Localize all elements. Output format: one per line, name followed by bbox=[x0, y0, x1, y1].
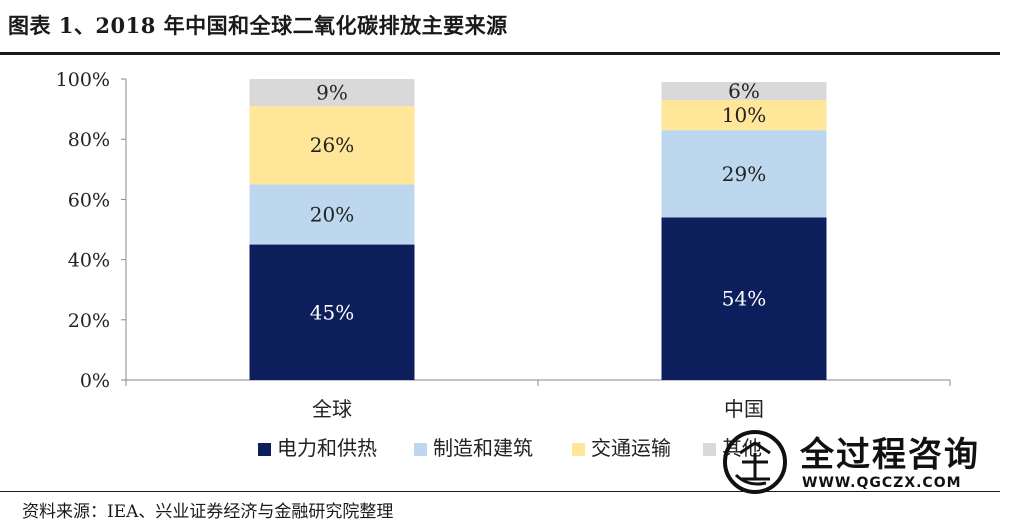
data-label: 26% bbox=[310, 133, 354, 157]
bar-segment bbox=[661, 82, 827, 101]
watermark-name: 全过程咨询 bbox=[800, 435, 980, 475]
legend-label: 电力和供热 bbox=[277, 436, 377, 460]
y-tick-label: 60% bbox=[68, 189, 110, 211]
y-tick-label: 20% bbox=[68, 310, 110, 332]
legend-swatch bbox=[703, 443, 716, 456]
legend-label: 制造和建筑 bbox=[433, 436, 533, 460]
legend-label: 交通运输 bbox=[591, 436, 671, 460]
legend-swatch bbox=[572, 443, 585, 456]
data-label: 9% bbox=[316, 81, 348, 105]
figure-title: 图表 1、2018 年中国和全球二氧化碳排放主要来源 bbox=[8, 13, 508, 38]
y-tick-label: 80% bbox=[68, 129, 110, 151]
data-label: 6% bbox=[728, 79, 760, 103]
data-label: 54% bbox=[722, 287, 766, 311]
source-rule bbox=[0, 491, 1000, 492]
watermark: 全过程咨询 WWW.QGCZX.COM bbox=[722, 427, 1012, 497]
data-label: 10% bbox=[722, 103, 766, 127]
legend-swatch bbox=[414, 443, 427, 456]
y-tick-label: 0% bbox=[80, 370, 110, 392]
bar-segment bbox=[661, 217, 827, 380]
data-label: 29% bbox=[722, 162, 766, 186]
data-label: 45% bbox=[310, 300, 354, 324]
watermark-url: WWW.QGCZX.COM bbox=[802, 475, 962, 491]
stacked-bar-chart: 0% 20% 40% 60% 80% 100% 45% 20% 26% 9% 全球 54% 29% 10%… bbox=[56, 69, 951, 460]
x-category-label: 中国 bbox=[724, 397, 764, 421]
bar-segment bbox=[249, 184, 415, 245]
bar-segment bbox=[249, 106, 415, 185]
seal-logo-icon bbox=[723, 430, 787, 494]
bar-segment bbox=[661, 130, 827, 218]
bar-segment bbox=[249, 79, 415, 107]
y-tick-label: 40% bbox=[68, 250, 110, 272]
source-note: 资料来源：IEA、兴业证券经济与金融研究院整理 bbox=[22, 502, 394, 522]
y-tick-label: 100% bbox=[56, 69, 110, 91]
x-category-label: 全球 bbox=[312, 397, 352, 421]
bar-segment bbox=[249, 244, 415, 380]
data-label: 20% bbox=[310, 202, 354, 226]
legend-swatch bbox=[258, 443, 271, 456]
title-rule bbox=[0, 52, 1000, 55]
bar-segment bbox=[661, 100, 827, 131]
